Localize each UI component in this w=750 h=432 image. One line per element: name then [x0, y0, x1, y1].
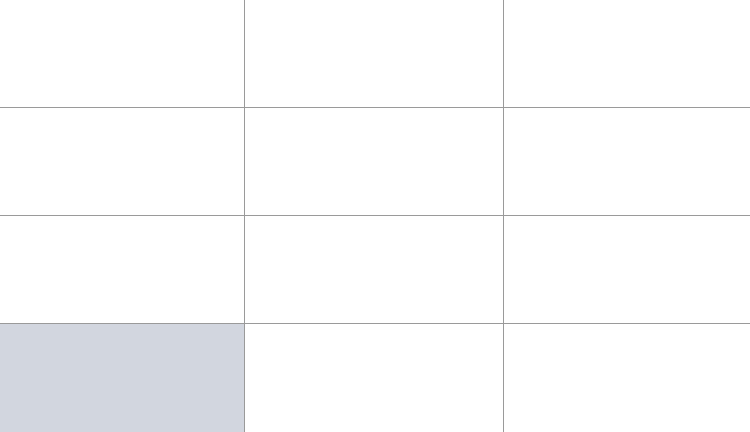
grid-cell-r3-c2[interactable]	[504, 324, 750, 432]
grid-cell-r1-c1[interactable]	[245, 108, 504, 216]
grid-cell-r1-c0[interactable]	[0, 108, 245, 216]
grid-cell-r2-c2[interactable]	[504, 216, 750, 324]
grid-cell-r0-c0[interactable]	[0, 0, 245, 108]
grid-cell-r2-c1[interactable]	[245, 216, 504, 324]
grid-cell-r2-c0[interactable]	[0, 216, 245, 324]
grid-cell-r1-c2[interactable]	[504, 108, 750, 216]
grid-cell-r3-c1[interactable]	[245, 324, 504, 432]
grid-cell-r0-c2[interactable]	[504, 0, 750, 108]
grid-cell-r0-c1[interactable]	[245, 0, 504, 108]
grid-cell-r3-c0-selected[interactable]	[0, 324, 245, 432]
